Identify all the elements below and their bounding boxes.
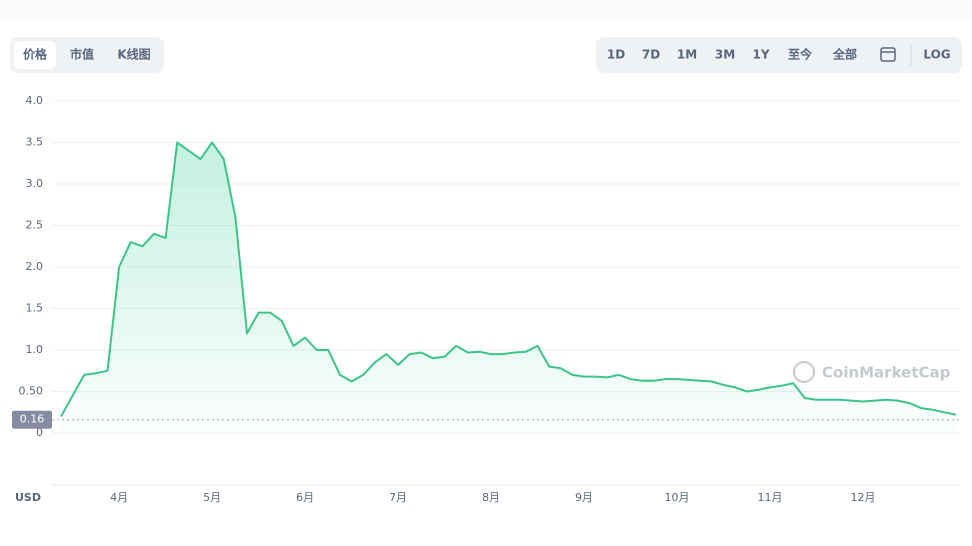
y-axis-unit: USD [15,491,41,504]
tab-active [14,41,56,69]
y-tick-label: 0 [36,426,43,439]
y-tick-label: 2.5 [26,219,44,232]
watermark: CoinMarketCap [793,361,951,383]
x-tick-label: 9月 [575,491,593,504]
range-group [596,37,962,73]
price-line [60,141,957,417]
log-button[interactable]: LOG [923,48,950,62]
range-button[interactable]: 3M [715,48,735,62]
x-tick-label: 12月 [851,491,876,504]
tab[interactable]: 价格 [23,47,48,62]
x-tick-label: 5月 [203,491,221,504]
y-tick-label: 2.0 [26,260,44,273]
range-button[interactable]: 至今 [788,47,813,62]
range-button[interactable]: 全部 [832,47,857,62]
tab[interactable]: K线图 [117,47,150,62]
x-tick-label: 6月 [296,491,314,504]
y-tick-label: 3.0 [26,177,44,190]
header-strip [0,0,972,20]
y-tick-label: 1.5 [26,302,44,315]
range-button[interactable]: 1D [607,48,625,62]
x-tick-label: 10月 [665,491,690,504]
y-tick-label: 1.0 [26,343,44,356]
y-tick-label: 3.5 [26,136,44,149]
tab[interactable]: 市值 [70,47,94,62]
current-price-label: 0.16 [20,413,45,426]
x-tick-label: 4月 [110,491,128,504]
watermark-text: CoinMarketCap [822,364,951,382]
x-tick-label: 7月 [389,491,407,504]
y-tick-label: 4.0 [26,94,44,107]
x-tick-label: 11月 [758,491,783,504]
area [61,142,956,433]
range-button[interactable]: 1Y [752,48,769,62]
range-button[interactable]: 7D [642,48,660,62]
calendar-icon[interactable] [880,47,896,62]
x-tick-label: 8月 [482,491,500,504]
current-price-badge [12,410,52,429]
range-button[interactable]: 1M [677,48,697,62]
y-tick-label: 0.50 [19,385,44,398]
